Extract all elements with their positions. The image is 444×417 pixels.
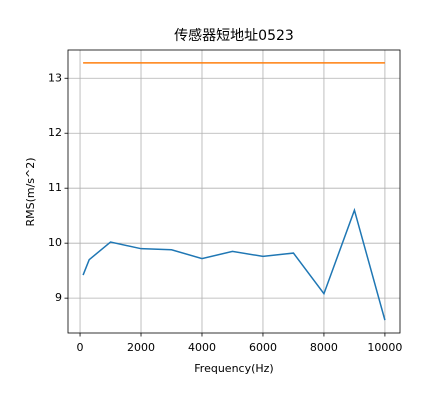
x-tick-label: 8000: [310, 341, 338, 354]
x-tick-label: 2000: [127, 341, 155, 354]
x-tick-label: 0: [77, 341, 84, 354]
plot-frame: [67, 49, 401, 334]
chart-title: 传感器短地址0523: [174, 27, 294, 44]
y-tick-label: 9: [55, 291, 62, 304]
y-tick-label: 11: [48, 181, 62, 194]
x-tick-label: 6000: [249, 341, 277, 354]
y-axis-label: RMS(m/s^2): [24, 157, 37, 226]
x-axis-label: Frequency(Hz): [194, 362, 273, 375]
x-tick-label: 4000: [188, 341, 216, 354]
y-tick-label: 10: [48, 236, 62, 249]
y-tick-label: 12: [48, 126, 62, 139]
y-tick-label: 13: [48, 71, 62, 84]
line-series: [82, 207, 386, 321]
x-tick-label: 10000: [367, 341, 402, 354]
